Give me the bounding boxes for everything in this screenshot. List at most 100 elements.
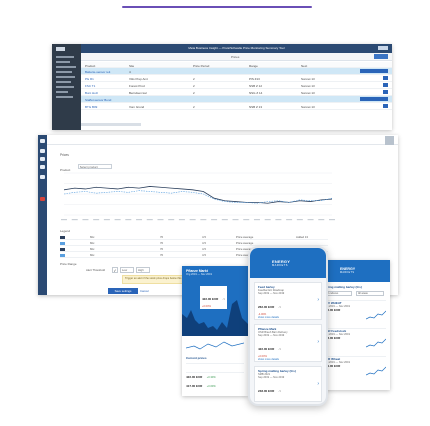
series-cell: Price average: [236, 253, 254, 258]
market-card[interactable]: PSV WHEAT Org 2019 — Nov 2019 296.00 EUR: [324, 300, 386, 326]
top-accent-bar: [122, 6, 312, 8]
table-row[interactable]: BTG B09 Vom Grund 2 NSB Z 13 Sonnet 13: [81, 103, 392, 110]
current-prices-label: Current prices: [186, 356, 207, 360]
sidebar-item[interactable]: [56, 76, 75, 78]
table-cell: 2: [193, 83, 195, 88]
series-cell: 70: [160, 253, 164, 258]
details-link[interactable]: show more details: [258, 316, 279, 319]
market-header: ENERGY MARKETS: [320, 260, 390, 282]
sidebar-item[interactable]: [56, 71, 72, 73]
sidebar-item[interactable]: [56, 56, 74, 58]
page-title: Prices: [60, 153, 69, 157]
card-title: Spring malting barley (fcs): [258, 369, 296, 373]
x-tick: [157, 219, 164, 221]
sparkline-icon: [366, 310, 386, 320]
series-row[interactable]: Mix 70 4.5 Price average Added 13: [60, 234, 328, 240]
series-cell: Price average: [236, 247, 254, 252]
culture-filter[interactable]: All cultures: [324, 291, 352, 296]
cancel-link[interactable]: Cancel: [140, 289, 149, 293]
table-cell[interactable]: Pls R1: [85, 76, 94, 81]
price-range-label: Price Range: [60, 262, 77, 266]
edit-button[interactable]: [383, 90, 388, 94]
table-cell: 4: [129, 69, 131, 74]
home-icon[interactable]: [40, 139, 45, 143]
table-cell: NSB Z 12: [249, 83, 263, 88]
table-cell: Forest Prod: [129, 83, 145, 88]
series-row[interactable]: Mix 70 4.5 Price average: [60, 240, 328, 246]
series-cell: 4.5: [202, 241, 206, 246]
table-cell[interactable]: Bunt Holz: [85, 90, 99, 95]
table-cell[interactable]: Staffel-sensor Bund: [85, 97, 112, 102]
list-icon[interactable]: [40, 157, 45, 161]
card-unit: / t: [278, 348, 281, 351]
low-input[interactable]: Low: [120, 267, 134, 273]
price-topbar: [47, 135, 398, 145]
table-cell: Sonnet 13: [301, 76, 315, 81]
market-brand: ENERGY MARKETS: [340, 267, 355, 274]
details-link[interactable]: show more details: [258, 358, 279, 361]
series-cell: Added 13: [296, 235, 308, 240]
chart-icon[interactable]: [40, 149, 45, 153]
legend-label: Legend: [60, 229, 71, 233]
x-tick: [136, 219, 143, 221]
area-filter[interactable]: All areas: [356, 291, 384, 296]
chevron-right-icon[interactable]: ›: [317, 380, 319, 387]
sidebar-item[interactable]: [56, 81, 71, 83]
admin-section-label: Prices: [231, 55, 240, 59]
user-icon[interactable]: [40, 175, 45, 179]
table-row[interactable]: Staffel-sensor Bund: [81, 96, 392, 103]
table-cell[interactable]: FSC T1: [85, 83, 96, 88]
table-cell: Sonnet 13: [301, 90, 315, 95]
save-button[interactable]: Save settings: [108, 288, 138, 294]
admin-subheader: Prices: [81, 53, 392, 61]
table-row[interactable]: Pls R1 Vitis Prep Amt 2 PIS Z13 Sonnet 13: [81, 75, 392, 82]
phone-market-card[interactable]: Pflanze Mark OSR Brauh Barn Delivery Sep 2…: [254, 324, 322, 362]
edit-button[interactable]: [383, 104, 388, 108]
x-tick: [243, 219, 250, 221]
phone-market-card[interactable]: Feed barley Feedbar EU Roadmap Sep 2019 — …: [254, 282, 322, 320]
table-cell[interactable]: Batterie-sensor reit: [85, 69, 111, 74]
price-row[interactable]: 417.00 EUR +0.60%: [186, 372, 244, 392]
chevron-right-icon[interactable]: ›: [317, 297, 319, 304]
phone-market-card[interactable]: Spring malting barley (fcs) SMB 2021 Sep 2…: [254, 366, 322, 402]
table-cell[interactable]: BTG B09: [85, 104, 98, 109]
product-select[interactable]: Select product: [77, 164, 112, 170]
chevron-right-icon[interactable]: ›: [317, 339, 319, 346]
sidebar-item[interactable]: [56, 91, 68, 93]
edit-button[interactable]: [383, 76, 388, 80]
high-input[interactable]: High: [136, 267, 150, 273]
add-button[interactable]: [374, 54, 388, 59]
sidebar-item[interactable]: [56, 96, 73, 98]
sidebar-item[interactable]: [56, 66, 76, 68]
table-row[interactable]: Batterie-sensor reit 4: [81, 68, 392, 75]
x-tick: [211, 219, 218, 221]
card-period: Org 2019 — Nov 2019: [324, 333, 350, 336]
market-card[interactable]: OSR Feedstock Org 2019 — Nov 2019 248.00 E…: [324, 328, 386, 354]
row-actions-button[interactable]: [360, 97, 388, 101]
series-cell: 4.5: [202, 247, 206, 252]
alert-icon[interactable]: [40, 197, 45, 201]
series-row[interactable]: Mix 70 4.5 Price average: [60, 252, 328, 258]
card-price: 248.00 EUR: [324, 336, 341, 340]
series-row[interactable]: Mix 70 4.5 Price average: [60, 246, 328, 252]
price-row[interactable]: 422.00 EUR +0.30%: [186, 363, 244, 383]
pagination[interactable]: [81, 123, 141, 126]
market-card[interactable]: CSR Wheat Org 2019 — Nov 2019 374.00 EUR: [324, 356, 386, 382]
sidebar-item[interactable]: [56, 86, 74, 88]
sidebar-item[interactable]: [56, 61, 70, 63]
card-sub: OSR Brauh Barn Delivery: [258, 331, 288, 334]
admin-window: Meta Business Insight — Preis/Schwelle P…: [52, 44, 392, 130]
series-swatch: [60, 253, 65, 257]
row-price: 422.00 EUR: [186, 375, 203, 379]
series-cell: Mix: [90, 235, 95, 240]
settings-icon[interactable]: [40, 165, 45, 169]
column-header: Next: [301, 63, 308, 68]
table-row[interactable]: FSC T1 Forest Prod 2 NSB Z 12 Sonnet 13: [81, 82, 392, 89]
edit-button[interactable]: [383, 83, 388, 87]
user-menu[interactable]: [378, 46, 388, 50]
row-actions-button[interactable]: [360, 69, 388, 73]
series-swatch: [60, 247, 65, 251]
avatar[interactable]: [385, 136, 394, 145]
threshold-checkbox[interactable]: ✓: [112, 267, 118, 273]
table-row[interactable]: Bunt Holz Berndsen kal 2 NSG Z 14 Sonnet 13: [81, 89, 392, 96]
